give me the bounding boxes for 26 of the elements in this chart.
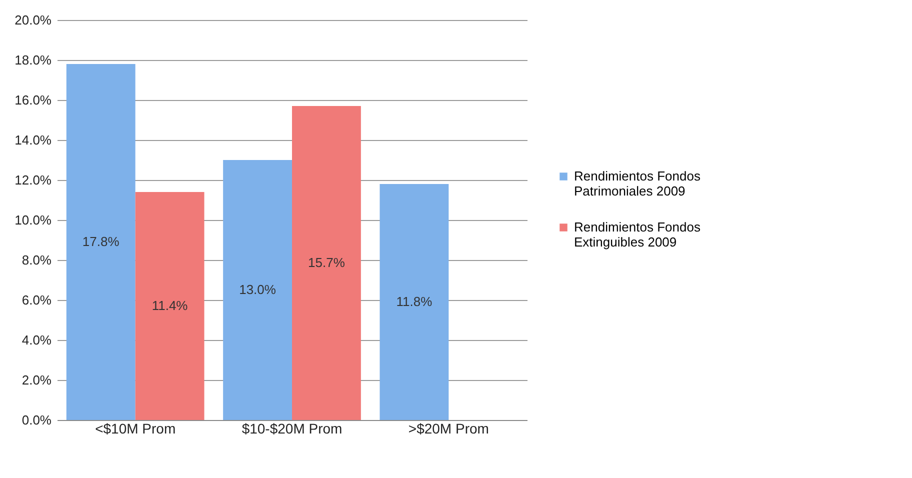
data-label: 11.4% [152, 298, 188, 313]
data-label: 11.8% [396, 294, 433, 309]
x-tick-label: <$10M Prom [95, 420, 176, 436]
data-label: 15.7% [308, 255, 346, 270]
y-tick-label: 18.0% [14, 52, 52, 68]
y-tick-label: 14.0% [14, 132, 52, 148]
y-tick-label: 4.0% [22, 332, 52, 348]
y-tick-label: 8.0% [22, 252, 52, 268]
y-tick-label: 16.0% [14, 92, 52, 108]
data-label: 17.8% [82, 234, 120, 249]
bar [66, 64, 136, 420]
bar [380, 184, 449, 420]
y-tick-label: 6.0% [22, 292, 52, 308]
y-tick-label: 0.0% [22, 412, 52, 428]
y-tick-label: 2.0% [22, 372, 52, 388]
data-label: 13.0% [239, 282, 276, 297]
bar [223, 160, 292, 420]
legend-label: Rendimientos Fondos Patrimoniales 2009 [574, 168, 701, 198]
legend-label: Rendimientos Fondos Extinguibles 2009 [574, 220, 701, 250]
y-tick-label: 20.0% [14, 12, 52, 28]
x-tick-label: >$20M Prom [408, 420, 489, 436]
y-tick-label: 10.0% [14, 212, 52, 228]
x-tick-label: $10-$20M Prom [242, 420, 342, 436]
bar [292, 106, 361, 420]
bar [135, 192, 204, 420]
y-tick-label: 12.0% [14, 172, 52, 188]
